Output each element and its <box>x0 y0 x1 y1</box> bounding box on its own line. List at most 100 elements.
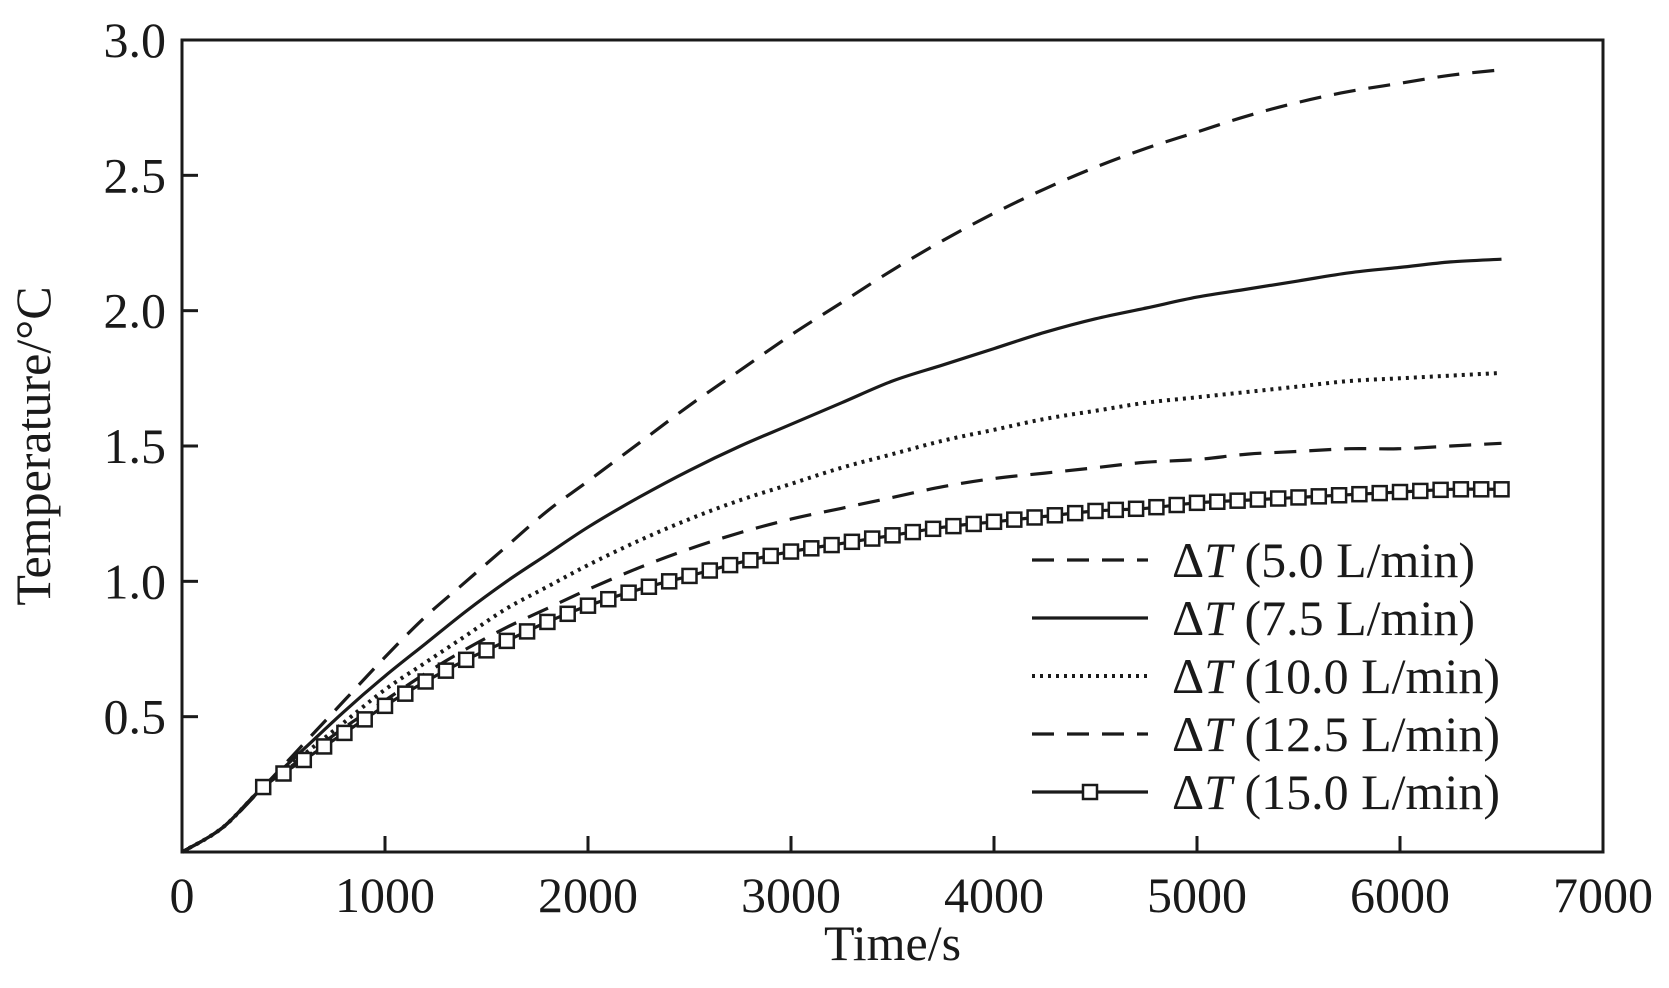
series-5-marker <box>1026 509 1043 526</box>
series-5-marker <box>1066 504 1084 522</box>
series-5-marker <box>1412 482 1429 500</box>
legend-label: ΔT (7.5 L/min) <box>1172 590 1475 646</box>
series-5-marker <box>437 662 455 679</box>
legend-label: ΔT (10.0 L/min) <box>1172 648 1500 704</box>
legend: ΔT (5.0 L/min)ΔT (7.5 L/min)ΔT (10.0 L/m… <box>1032 532 1500 820</box>
y-tick-label: 2.5 <box>104 147 167 203</box>
x-tick-label: 0 <box>170 867 195 923</box>
series-5-marker <box>762 547 779 565</box>
series-5-marker <box>1391 483 1409 501</box>
series-5-marker <box>1432 481 1449 499</box>
x-tick-label: 6000 <box>1350 867 1450 923</box>
series-5-marker <box>924 520 942 538</box>
series-4-line <box>181 441 1502 854</box>
legend-item-5: ΔT (15.0 L/min) <box>1032 764 1500 820</box>
series-5-marker <box>254 778 272 796</box>
series-5-marker <box>701 562 719 579</box>
series-5-marker <box>336 724 353 742</box>
series-5-marker <box>742 551 759 569</box>
legend-item-4: ΔT (12.5 L/min) <box>1032 706 1500 762</box>
legend-label: ΔT (5.0 L/min) <box>1172 532 1475 588</box>
legend-item-2: ΔT (7.5 L/min) <box>1032 590 1475 646</box>
series-5-marker <box>1330 487 1348 504</box>
series-5-marker <box>315 738 333 755</box>
series-5-marker <box>417 673 434 690</box>
x-axis-title: Time/s <box>824 915 961 971</box>
series-5-marker <box>1310 488 1328 505</box>
series-5-marker <box>498 632 516 650</box>
series-5-marker <box>579 597 597 614</box>
series-5-marker <box>376 697 394 715</box>
series-5-marker <box>884 527 901 544</box>
series-4 <box>181 441 1502 854</box>
series-2 <box>181 257 1502 854</box>
series-5-marker <box>1188 494 1206 512</box>
y-axis-title: Temperature/°C <box>5 286 61 605</box>
series-1 <box>181 68 1502 854</box>
x-tick-label: 2000 <box>538 867 638 923</box>
legend-marker <box>1081 783 1099 801</box>
series-5-marker <box>863 530 881 547</box>
series-layer <box>180 68 1510 854</box>
series-5-marker <box>1452 481 1470 498</box>
series-5-marker <box>640 578 658 595</box>
y-tick-label: 2.0 <box>104 283 167 339</box>
series-5-marker <box>1493 481 1510 498</box>
series-5-marker <box>295 751 313 769</box>
series-5-marker <box>600 590 617 608</box>
y-tick-label: 0.5 <box>104 689 167 745</box>
series-5-marker <box>1168 496 1185 514</box>
series-5-marker <box>1269 490 1287 507</box>
series-5-marker <box>478 642 495 659</box>
x-tick-label: 4000 <box>944 867 1044 923</box>
series-5-marker <box>1046 507 1064 524</box>
x-tick-label: 3000 <box>741 867 841 923</box>
series-5-marker <box>985 513 1003 531</box>
series-5-marker <box>1472 481 1490 498</box>
series-5-marker <box>1229 492 1246 509</box>
axis-layer: 0 1000 2000 3000 4000 5000 6000 7000 0.5 1.0 1.5 2.… <box>104 12 1654 923</box>
y-tick-label: 3.0 <box>104 12 167 68</box>
series-5-marker <box>721 556 739 574</box>
series-5-marker <box>518 623 536 640</box>
series-5-marker <box>782 543 800 560</box>
series-5 <box>181 481 1510 854</box>
series-5-marker <box>965 515 982 533</box>
series-5-marker <box>1249 491 1267 508</box>
series-5-marker <box>843 533 861 551</box>
series-5-marker <box>620 584 637 601</box>
series-5-marker <box>1290 489 1307 506</box>
series-2-line <box>181 257 1502 854</box>
x-tick-label: 1000 <box>335 867 435 923</box>
series-3 <box>180 370 1502 854</box>
series-5-marker <box>1087 502 1104 520</box>
legend-item-1: ΔT (5.0 L/min) <box>1032 532 1475 588</box>
series-5-marker <box>1006 511 1023 528</box>
series-5-marker <box>945 517 962 535</box>
y-tick-label: 1.5 <box>104 418 167 474</box>
y-tick-label: 1.0 <box>104 553 167 609</box>
series-5-marker <box>457 651 475 669</box>
series-5-marker <box>904 523 922 541</box>
series-5-marker <box>559 605 576 623</box>
series-3-line <box>180 370 1502 854</box>
series-5-marker <box>823 536 840 554</box>
legend-label: ΔT (15.0 L/min) <box>1172 764 1500 820</box>
series-1-line <box>181 68 1502 854</box>
series-5-marker <box>356 711 373 728</box>
series-5-marker <box>1371 484 1388 502</box>
series-5-marker <box>681 567 698 585</box>
x-tick-label: 7000 <box>1553 867 1653 923</box>
series-5-marker <box>1351 485 1368 503</box>
series-5-marker <box>397 685 414 702</box>
series-5-marker <box>660 573 678 590</box>
legend-item-3: ΔT (10.0 L/min) <box>1032 648 1500 704</box>
series-5-marker <box>539 613 556 631</box>
series-5-marker <box>1209 493 1226 511</box>
x-tick-label: 5000 <box>1147 867 1247 923</box>
legend-label: ΔT (12.5 L/min) <box>1172 706 1500 762</box>
series-5-marker <box>1127 500 1145 518</box>
series-5-marker <box>1148 498 1165 516</box>
